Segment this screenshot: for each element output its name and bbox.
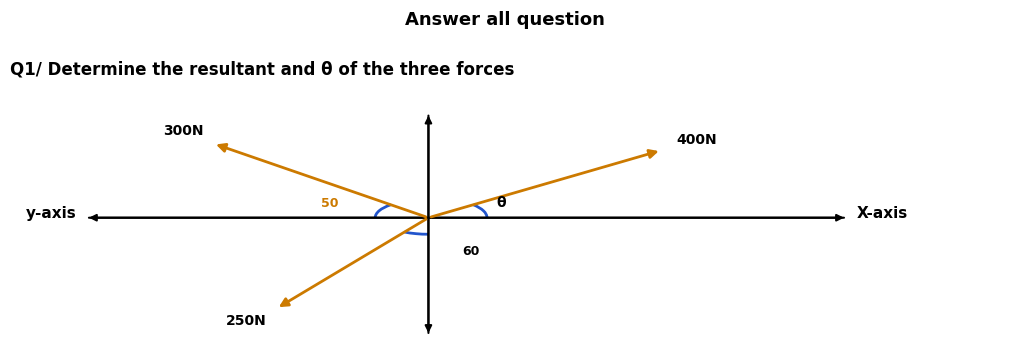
Text: 60: 60 xyxy=(463,245,480,258)
Text: Q1/ Determine the resultant and θ of the three forces: Q1/ Determine the resultant and θ of the… xyxy=(10,61,515,79)
Text: θ: θ xyxy=(495,196,506,210)
Text: 400N: 400N xyxy=(677,133,717,147)
Text: Answer all question: Answer all question xyxy=(405,11,604,29)
Text: y-axis: y-axis xyxy=(26,206,77,221)
Text: 250N: 250N xyxy=(226,314,266,328)
Text: 300N: 300N xyxy=(163,124,204,138)
Text: 50: 50 xyxy=(321,197,338,210)
Text: X-axis: X-axis xyxy=(857,206,907,221)
